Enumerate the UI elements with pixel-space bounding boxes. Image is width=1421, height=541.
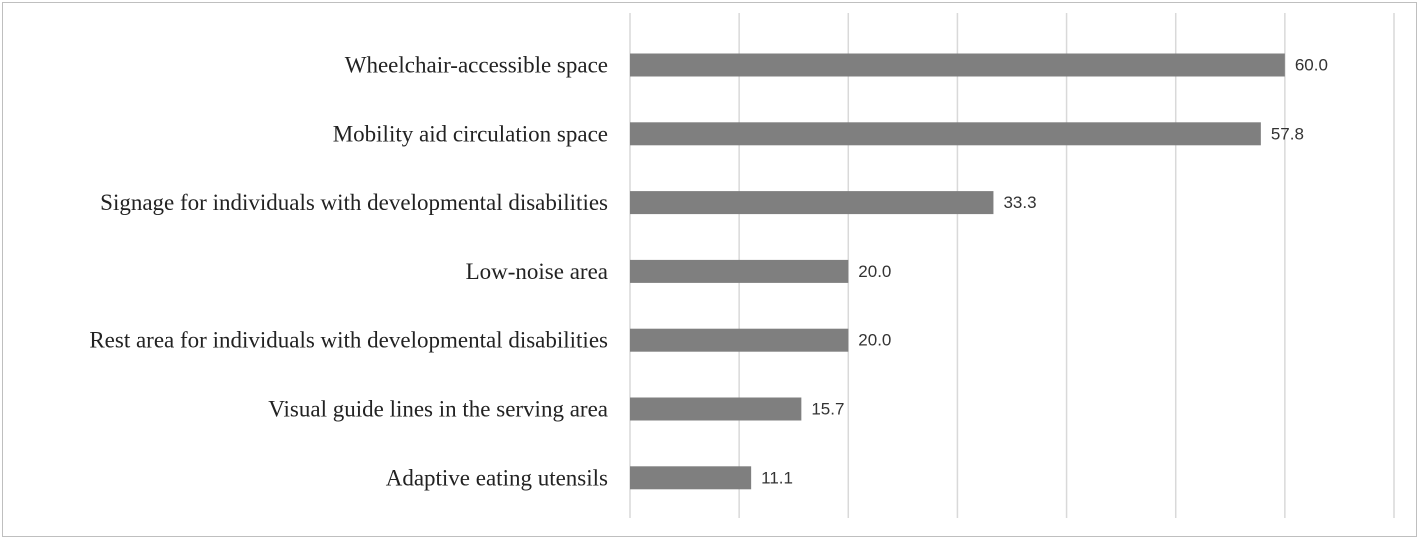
value-labels: 60.0 57.8 33.3 20.0 20.0 15.7 11.1: [761, 56, 1328, 488]
category-label: Rest area for individuals with developme…: [89, 328, 608, 353]
category-label: Low-noise area: [466, 259, 608, 284]
category-labels: Wheelchair-accessible space Mobility aid …: [89, 53, 608, 491]
value-label: 11.1: [761, 468, 793, 487]
category-label: Signage for individuals with development…: [100, 190, 608, 215]
category-label: Wheelchair-accessible space: [345, 53, 608, 78]
value-label: 20.0: [858, 331, 891, 350]
bar: [630, 259, 849, 283]
bar: [630, 122, 1261, 146]
bars: [630, 53, 1285, 490]
value-label: 15.7: [811, 400, 844, 419]
bar: [630, 191, 994, 215]
value-label: 33.3: [1003, 193, 1036, 212]
bar: [630, 466, 752, 490]
category-label: Mobility aid circulation space: [333, 121, 608, 146]
value-label: 60.0: [1295, 56, 1328, 75]
bar-chart: Wheelchair-accessible space Mobility aid …: [89, 13, 1395, 518]
bar: [630, 397, 802, 421]
bar: [630, 328, 849, 352]
value-label: 20.0: [858, 262, 891, 281]
category-label: Visual guide lines in the serving area: [268, 397, 608, 422]
category-label: Adaptive eating utensils: [386, 465, 608, 490]
bar: [630, 53, 1285, 77]
value-label: 57.8: [1271, 124, 1304, 143]
